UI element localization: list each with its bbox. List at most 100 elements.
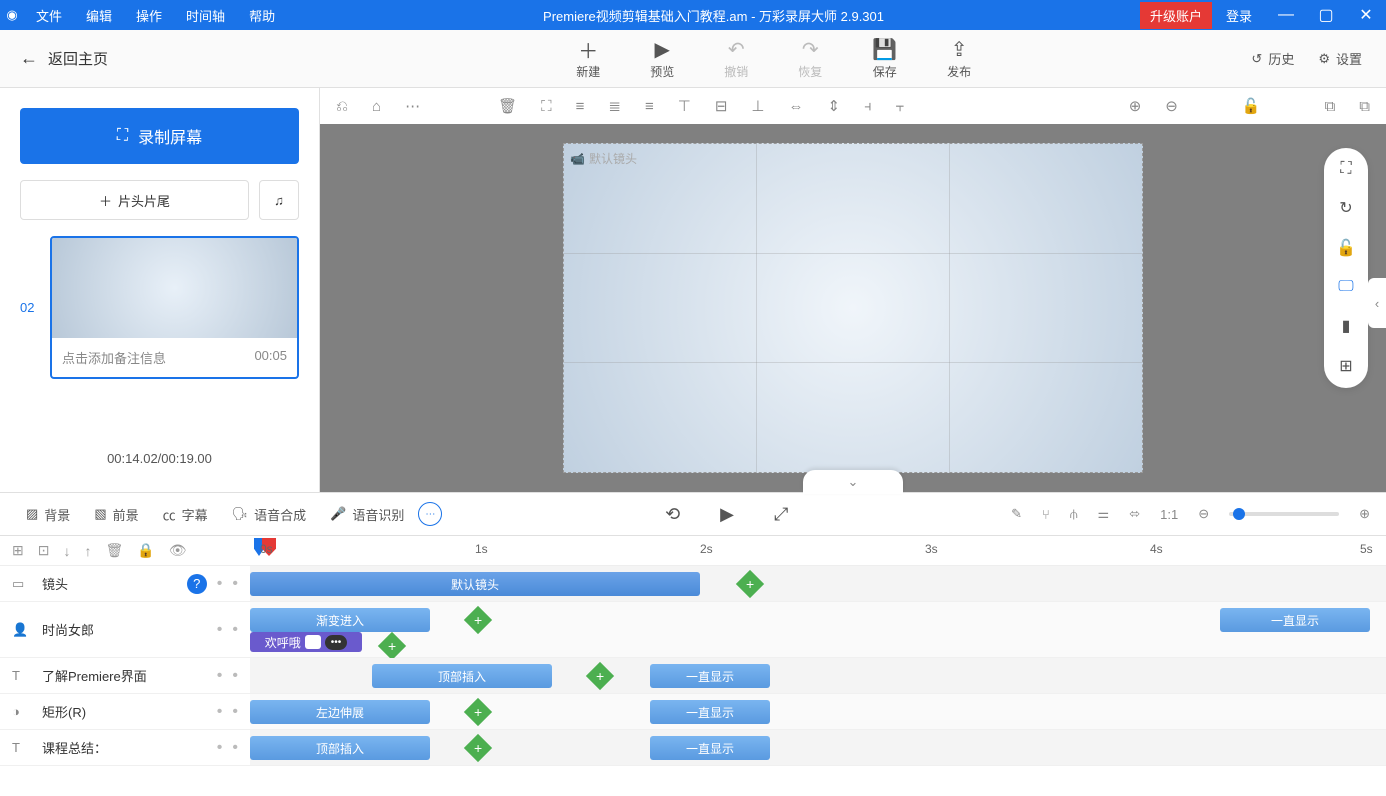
track-content[interactable]: 渐变进入 一直显示欢呼哦••• + +: [250, 602, 1386, 657]
track-dot[interactable]: •: [217, 739, 223, 757]
fullscreen-icon[interactable]: ⛶: [1340, 160, 1351, 178]
track-dot[interactable]: •: [232, 667, 238, 685]
timeline-clip[interactable]: 渐变进入: [250, 608, 430, 632]
spacing2-icon[interactable]: ⫟: [896, 98, 905, 115]
add-clip-button[interactable]: +: [464, 698, 492, 726]
tool-设置[interactable]: ⚙设置: [1318, 49, 1362, 68]
timeline-clip[interactable]: 顶部插入: [372, 664, 552, 688]
menu-编辑[interactable]: 编辑: [74, 6, 124, 25]
zoom-in-icon[interactable]: ⊕: [1129, 97, 1142, 115]
timeline-clip[interactable]: 左边伸展: [250, 700, 430, 724]
tab-foreground[interactable]: ▧前景: [84, 505, 148, 524]
track-dot[interactable]: •: [232, 703, 238, 721]
menu-帮助[interactable]: 帮助: [237, 6, 287, 25]
align-bot-icon[interactable]: ⊥: [751, 97, 764, 115]
timeline-clip[interactable]: 一直显示: [650, 664, 770, 688]
track-dot[interactable]: •: [217, 703, 223, 721]
track-label[interactable]: ▭镜头?••: [0, 574, 250, 594]
grid-icon[interactable]: ⊞: [1339, 356, 1352, 376]
align-bottom-icon[interactable]: ⎌: [336, 98, 348, 115]
canvas-stage[interactable]: 📹 默认镜头: [320, 124, 1386, 492]
timeline-clip[interactable]: 一直显示: [650, 736, 770, 760]
timeline-clip[interactable]: 欢呼哦•••: [250, 632, 362, 652]
minimize-button[interactable]: —: [1266, 6, 1306, 24]
tab-tts[interactable]: 🗣语音合成: [222, 505, 317, 524]
add-clip-button[interactable]: +: [464, 734, 492, 762]
track-label[interactable]: T了解Premiere界面••: [0, 666, 250, 685]
monitor-icon[interactable]: 🖵: [1338, 278, 1353, 296]
track-dot[interactable]: •: [232, 621, 238, 639]
intro-outro-button[interactable]: ＋ 片头片尾: [20, 180, 249, 220]
track-dot[interactable]: •: [217, 667, 223, 685]
add-clip-button[interactable]: +: [736, 570, 764, 598]
track-content[interactable]: 左边伸展 一直显示 +: [250, 694, 1386, 729]
menu-时间轴[interactable]: 时间轴: [174, 6, 237, 25]
eye-icon[interactable]: 👁: [169, 542, 187, 559]
copy-icon[interactable]: ⧉: [1325, 98, 1336, 115]
track-label[interactable]: 👤时尚女郎••: [0, 620, 250, 639]
expand-icon[interactable]: ⤢: [774, 504, 788, 525]
tab-asr[interactable]: 🎤语音识别: [320, 505, 414, 524]
spacing-icon[interactable]: ⫞: [864, 98, 872, 115]
canvas-frame[interactable]: 📹 默认镜头: [563, 143, 1143, 473]
collapse-canvas-button[interactable]: ⌄: [803, 470, 903, 494]
upgrade-button[interactable]: 升级账户: [1140, 2, 1212, 29]
music-button[interactable]: ♫: [259, 180, 299, 220]
add-clip-button[interactable]: +: [464, 606, 492, 634]
timeline-clip[interactable]: 顶部插入: [250, 736, 430, 760]
paste-icon[interactable]: ⧉: [1359, 98, 1370, 115]
align-right-icon[interactable]: ≡: [645, 98, 654, 115]
rotate-icon[interactable]: ↻: [1339, 198, 1352, 218]
tab-subtitle[interactable]: ㏄字幕: [153, 505, 218, 524]
align-middle-icon[interactable]: ⊟: [715, 97, 728, 115]
fit-width-icon[interactable]: ⬄: [1129, 506, 1140, 522]
timeline-clip[interactable]: 一直显示: [1220, 608, 1370, 632]
scene-card[interactable]: 02 点击添加备注信息 00:05: [20, 236, 299, 379]
track-content[interactable]: 顶部插入 一直显示 +: [250, 730, 1386, 765]
align-center-icon[interactable]: ≣: [608, 97, 621, 115]
add-clip-button[interactable]: +: [378, 632, 406, 660]
align-top-icon[interactable]: ⊤: [678, 97, 691, 115]
track-dot[interactable]: •: [217, 575, 223, 593]
align-left-icon[interactable]: ≡: [576, 98, 585, 115]
tool-保存[interactable]: 💾保存: [872, 37, 897, 80]
track-label[interactable]: ◑矩形(R)••: [0, 702, 250, 721]
ratio-icon[interactable]: 1:1: [1160, 507, 1178, 522]
clip-more-icon[interactable]: •••: [325, 635, 348, 650]
down-icon[interactable]: ↓: [63, 543, 70, 559]
lock-icon[interactable]: 🔓: [1242, 97, 1261, 115]
track-content[interactable]: 顶部插入 一直显示 +: [250, 658, 1386, 693]
filter-icon[interactable]: ⫛: [1070, 506, 1078, 522]
crop-icon[interactable]: ⛶: [541, 98, 552, 115]
timeline-clip[interactable]: 默认镜头: [250, 572, 700, 596]
tool-历史[interactable]: ↺历史: [1251, 49, 1294, 68]
distribute-h-icon[interactable]: ⇔: [788, 98, 803, 115]
record-screen-button[interactable]: ⛶ 录制屏幕: [20, 108, 299, 164]
play-icon[interactable]: ▶: [720, 504, 734, 525]
zoom-out-tl-icon[interactable]: ⊖: [1198, 506, 1209, 522]
tool-新建[interactable]: ＋新建: [576, 37, 600, 80]
add-clip-button[interactable]: +: [586, 662, 614, 690]
tabs-more-button[interactable]: ⋯: [418, 502, 442, 526]
tool-预览[interactable]: ▶预览: [650, 37, 674, 80]
edit-icon[interactable]: ✎: [1011, 506, 1022, 522]
trash-icon[interactable]: 🗑: [105, 542, 123, 559]
zoom-in-tl-icon[interactable]: ⊕: [1359, 506, 1370, 522]
maximize-button[interactable]: ▢: [1306, 5, 1346, 25]
tool-发布[interactable]: ⇪发布: [947, 37, 971, 80]
zoom-out-icon[interactable]: ⊖: [1165, 97, 1178, 115]
more-icon[interactable]: ⋯: [405, 97, 420, 115]
track-dot[interactable]: •: [232, 575, 238, 593]
sliders-icon[interactable]: ⚌: [1098, 506, 1110, 522]
home-icon[interactable]: ⌂: [372, 98, 381, 115]
distribute-v-icon[interactable]: ⇕: [827, 97, 840, 115]
close-button[interactable]: ✕: [1346, 5, 1386, 25]
expand-right-panel[interactable]: ‹: [1368, 278, 1386, 328]
scene-note-text[interactable]: 点击添加备注信息: [62, 348, 166, 367]
back-home-button[interactable]: ← 返回主页: [0, 48, 320, 69]
menu-操作[interactable]: 操作: [124, 6, 174, 25]
timeline-clip[interactable]: 一直显示: [650, 700, 770, 724]
tab-background[interactable]: ▨背景: [16, 505, 80, 524]
menu-文件[interactable]: 文件: [24, 6, 74, 25]
track-dot[interactable]: •: [232, 739, 238, 757]
